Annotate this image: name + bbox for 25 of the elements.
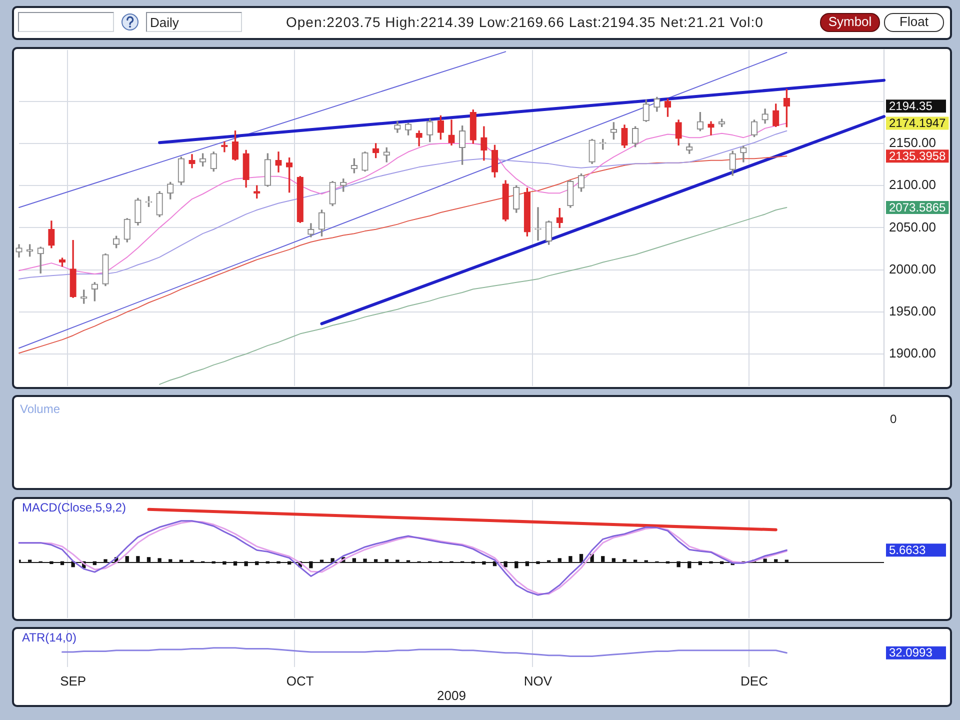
annotation: 32.0993 — [889, 646, 933, 660]
text: Volume — [20, 402, 60, 416]
x-tick-label: OCT — [286, 673, 314, 688]
text: 2194.35 — [889, 98, 933, 113]
x-tick-label: DEC — [740, 673, 768, 688]
text: 2073.5865 — [889, 200, 946, 214]
x-tick-label: NOV — [524, 673, 552, 688]
chart-title: MACD(Close,5,9,2) — [22, 500, 126, 514]
text: Open:2203.75 High:2214.39 Low:2169.66 Last:2194.35 Net:21.21 Vol:0 — [286, 14, 764, 30]
y-tick-label: 2000.00 — [889, 261, 936, 276]
text: 5.6633 — [889, 542, 926, 557]
text-field: Daily — [146, 12, 242, 32]
y-tick-label: 2100.00 — [889, 177, 936, 192]
text: 0 — [890, 412, 897, 426]
text: 2174.1947 — [889, 116, 946, 130]
y-tick-label: 2150.00 — [889, 135, 936, 150]
x-tick-label: SEP — [60, 673, 86, 688]
text: 2135.3958 — [889, 148, 946, 163]
y-tick-label: 1950.00 — [889, 303, 936, 318]
x-axis-title: 2009 — [437, 688, 466, 703]
y-tick-label: 2050.00 — [889, 219, 936, 234]
y-tick-label: 1900.00 — [889, 346, 936, 361]
chart-title: ATR(14,0) — [22, 630, 76, 644]
text: Float — [885, 14, 943, 29]
text: Symbol — [821, 14, 879, 29]
